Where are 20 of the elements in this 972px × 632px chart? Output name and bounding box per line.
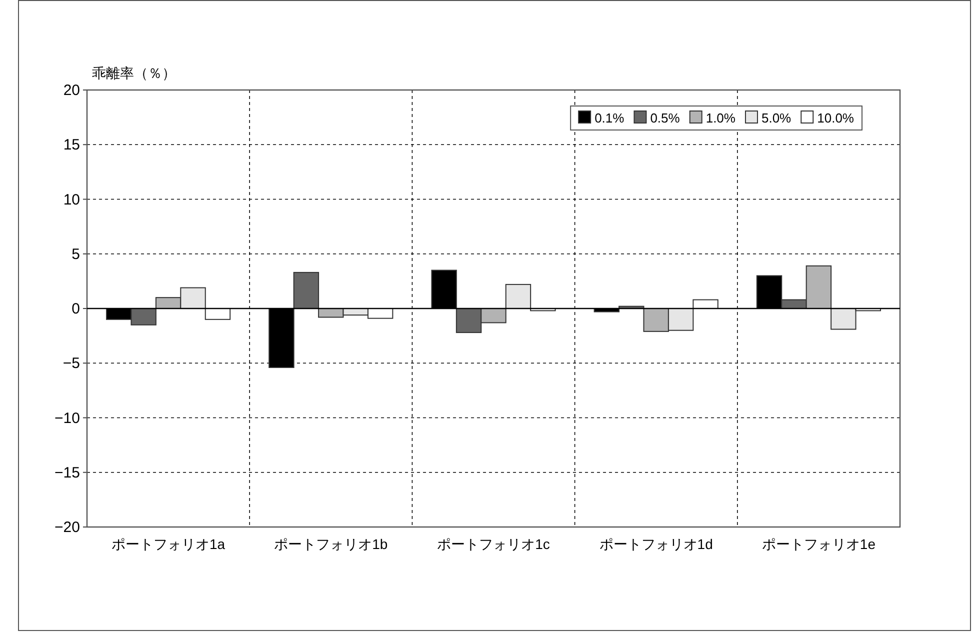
y-tick-label: 10 (63, 191, 80, 208)
legend-label: 0.5% (650, 110, 680, 126)
y-tick-label: 0 (72, 300, 80, 318)
x-tick-label: ポートフォリオ1d (599, 536, 713, 552)
y-axis-title: 乖離率（％） (92, 65, 176, 81)
legend-label: 0.1% (594, 110, 625, 126)
x-tick-label: ポートフォリオ1e (762, 536, 876, 552)
legend-label: 5.0% (761, 110, 792, 126)
y-tick-label: −20 (54, 519, 80, 536)
legend-label: 1.0% (706, 110, 736, 126)
x-tick-label: ポートフォリオ1b (274, 536, 388, 552)
y-tick-label: 15 (63, 136, 80, 154)
y-tick-label: −5 (62, 355, 80, 372)
y-tick-label: 20 (63, 82, 80, 99)
y-tick-label: 5 (72, 246, 80, 263)
x-tick-label: ポートフォリオ1a (112, 536, 226, 552)
y-tick-label: −10 (54, 410, 80, 427)
legend-label: 10.0% (817, 110, 854, 126)
y-tick-label: −15 (54, 464, 80, 482)
x-tick-label: ポートフォリオ1c (437, 536, 550, 552)
